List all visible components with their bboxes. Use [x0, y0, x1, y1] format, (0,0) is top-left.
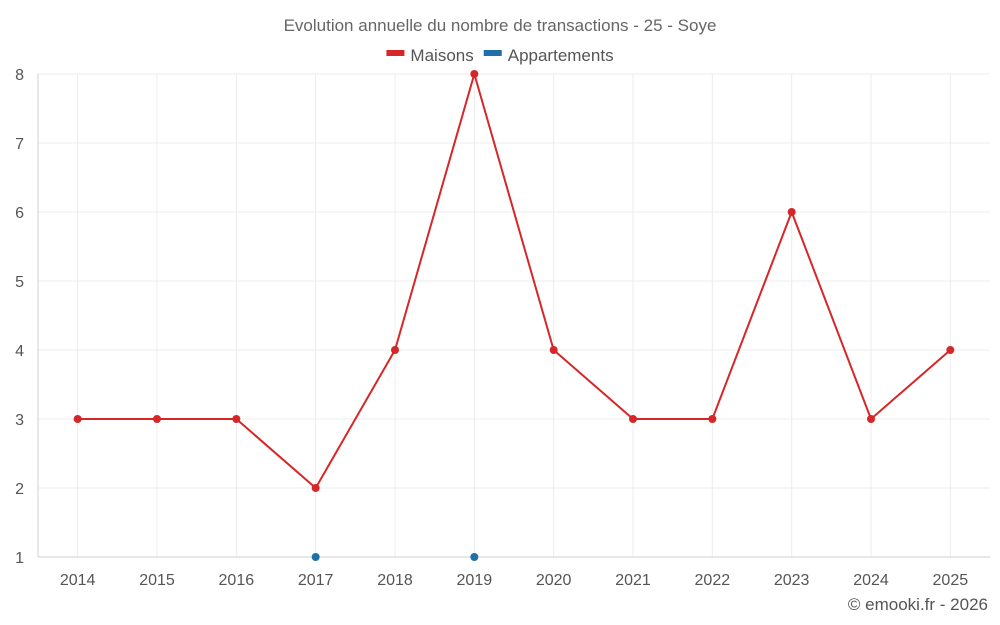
data-point-maisons-2019[interactable]	[470, 70, 479, 78]
y-tick-label: 6	[15, 205, 24, 222]
source-credit: © emooki.fr - 2026	[847, 595, 988, 614]
series-appartements	[311, 553, 479, 561]
x-tick-label: 2025	[933, 572, 969, 589]
data-point-maisons-2025[interactable]	[946, 346, 955, 354]
x-tick-label: 2020	[536, 572, 572, 589]
data-point-maisons-2017[interactable]	[311, 484, 320, 492]
x-tick-label: 2019	[457, 572, 493, 589]
x-tick-label: 2016	[219, 572, 255, 589]
y-tick-label: 2	[15, 481, 24, 498]
legend-label: Maisons	[410, 46, 473, 65]
x-tick-label: 2024	[853, 572, 889, 589]
data-point-maisons-2020[interactable]	[549, 346, 558, 354]
x-tick-label: 2017	[298, 572, 334, 589]
x-tick-label: 2015	[139, 572, 175, 589]
data-point-maisons-2016[interactable]	[232, 415, 241, 423]
data-point-maisons-2022[interactable]	[708, 415, 717, 423]
legend-item-appartements[interactable]: Appartements	[483, 46, 614, 65]
legend: Maisons Appartements	[386, 46, 614, 65]
series-maisons	[73, 70, 955, 492]
legend-item-maisons[interactable]: Maisons	[386, 46, 474, 65]
chart-title: Evolution annuelle du nombre de transact…	[284, 16, 717, 35]
y-tick-label: 8	[15, 67, 24, 84]
y-tick-label: 7	[15, 136, 24, 153]
x-tick-label: 2014	[60, 572, 96, 589]
data-point-appartements-2017[interactable]	[311, 553, 320, 561]
x-tick-label: 2023	[774, 572, 810, 589]
y-tick-label: 3	[15, 412, 24, 429]
series-line-maisons	[77, 73, 951, 489]
data-point-maisons-2024[interactable]	[867, 415, 875, 423]
x-tick-label: 2021	[615, 572, 651, 589]
data-point-maisons-2021[interactable]	[629, 415, 637, 423]
y-tick-label: 4	[15, 343, 24, 360]
data-point-appartements-2019[interactable]	[470, 553, 479, 561]
x-tick-label: 2018	[377, 572, 413, 589]
legend-swatch	[386, 50, 405, 56]
data-point-maisons-2018[interactable]	[391, 346, 399, 354]
legend-swatch	[483, 50, 502, 56]
x-tick-label: 2022	[695, 572, 731, 589]
data-point-maisons-2023[interactable]	[787, 208, 796, 216]
grid	[38, 73, 990, 557]
y-tick-label: 5	[15, 274, 24, 291]
data-point-maisons-2015[interactable]	[153, 415, 161, 423]
axes: 1 2 3 4 5 6 7 8 2014 2015 2016 2017 2018 2019 2020 2021…	[15, 67, 990, 589]
legend-label: Appartements	[508, 46, 614, 65]
y-tick-label: 1	[15, 550, 24, 567]
data-point-maisons-2014[interactable]	[73, 415, 82, 423]
series-group	[73, 70, 955, 561]
